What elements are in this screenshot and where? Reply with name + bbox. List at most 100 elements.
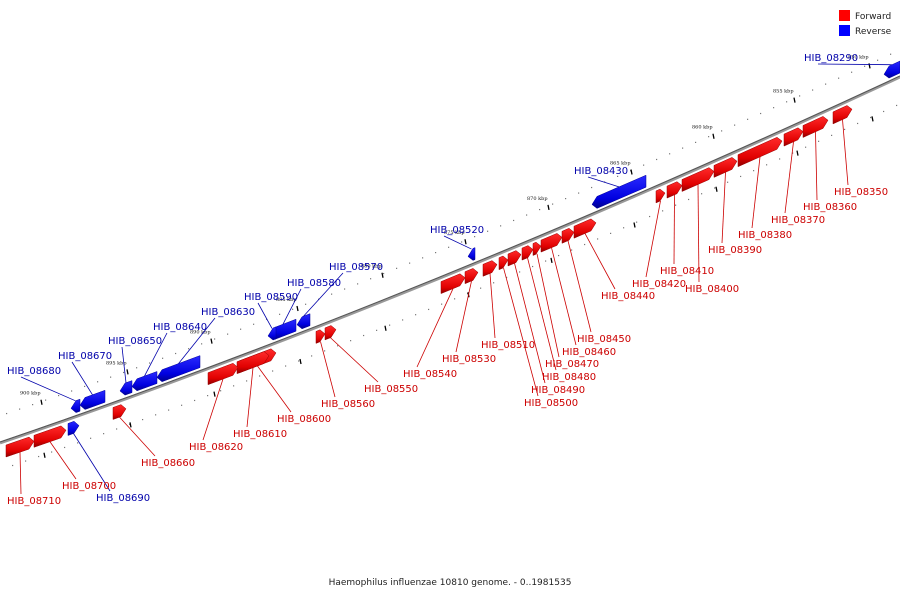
leader-line <box>119 416 156 457</box>
gene-label[interactable]: HIB_08550 <box>364 384 418 395</box>
gene-hib-08610[interactable] <box>236 351 270 375</box>
gene-label[interactable]: HIB_08480 <box>542 372 596 383</box>
track-dot <box>487 230 489 232</box>
gene-label[interactable]: HIB_08580 <box>287 278 341 289</box>
gene-hib-08660[interactable] <box>112 404 127 420</box>
track-dot <box>662 210 664 212</box>
gene-hib-08350[interactable] <box>832 105 853 125</box>
gene-label[interactable]: HIB_08570 <box>329 262 383 273</box>
leader-line <box>673 194 675 265</box>
gene-hib-08630[interactable] <box>156 355 201 382</box>
gene-label[interactable]: HIB_08530 <box>442 354 496 365</box>
gene-label[interactable]: HIB_08460 <box>562 347 616 358</box>
gene-hib-08400[interactable] <box>681 167 715 192</box>
gene-label[interactable]: HIB_08430 <box>574 166 628 177</box>
leader-line <box>19 452 22 495</box>
gene-hib-08430[interactable] <box>591 174 647 209</box>
gene-hib-08360[interactable] <box>802 116 829 138</box>
gene-labels: HIB_08290 HIB_08350 HIB_08360 HIB_08370 HIB_… <box>7 53 888 507</box>
tick-mark <box>464 239 467 245</box>
gene-hib-08290[interactable] <box>883 60 900 79</box>
gene-hib-08380[interactable] <box>737 137 783 168</box>
gene-hib-08700[interactable] <box>33 425 67 448</box>
gene-label[interactable]: HIB_08400 <box>685 284 739 295</box>
leader-line <box>416 288 454 368</box>
leader-line <box>567 240 592 333</box>
gene-hib-08520[interactable] <box>467 247 476 261</box>
gene-label[interactable]: HIB_08450 <box>577 334 631 345</box>
gene-hib-08530[interactable] <box>464 268 479 285</box>
tick-label: 850 kbp <box>848 54 869 60</box>
gene-label[interactable]: HIB_08560 <box>321 399 375 410</box>
track-dot <box>480 287 482 289</box>
gene-hib-08480[interactable] <box>521 245 534 261</box>
gene-label[interactable]: HIB_08440 <box>601 291 655 302</box>
gene-label[interactable]: HIB_08420 <box>632 279 686 290</box>
gene-label[interactable]: HIB_08380 <box>738 230 792 241</box>
track-dot <box>753 170 755 172</box>
gene-label[interactable]: HIB_08660 <box>141 458 195 469</box>
gene-label[interactable]: HIB_08390 <box>708 245 762 256</box>
gene-hib-08570[interactable] <box>296 313 311 330</box>
gene-hib-08620[interactable] <box>207 363 239 386</box>
gene-label[interactable]: HIB_08670 <box>58 351 112 362</box>
track-dot <box>519 271 521 273</box>
gene-label[interactable]: HIB_08630 <box>201 307 255 318</box>
gene-hib-08390[interactable] <box>713 157 738 178</box>
gene-hib-08370[interactable] <box>783 127 804 147</box>
track-dot <box>396 267 398 269</box>
gene-hib-08440[interactable] <box>573 218 597 239</box>
gene-label[interactable]: HIB_08290 <box>804 53 858 64</box>
gene-label[interactable]: HIB_08370 <box>771 215 825 226</box>
gene-hib-08470[interactable] <box>532 241 542 256</box>
gene-hib-08450[interactable] <box>561 228 575 244</box>
leader-line <box>202 378 224 441</box>
gene-hib-08640[interactable] <box>131 371 158 392</box>
gene-hib-08590[interactable] <box>267 326 277 341</box>
gene-hib-08420[interactable] <box>655 188 666 204</box>
gene-label[interactable]: HIB_08640 <box>153 322 207 333</box>
gene-label[interactable]: HIB_08610 <box>233 429 287 440</box>
gene-label[interactable]: HIB_08540 <box>403 369 457 380</box>
gene-label[interactable]: HIB_08710 <box>7 496 61 507</box>
gene-hib-08650[interactable] <box>119 380 133 396</box>
gene-hib-08510[interactable] <box>482 260 498 277</box>
gene-hib-08560[interactable] <box>315 329 326 344</box>
track-dot <box>584 243 586 246</box>
tick-mark <box>126 369 129 375</box>
gene-label[interactable]: HIB_08470 <box>545 359 599 370</box>
gene-hib-08680[interactable] <box>70 398 81 413</box>
gene-label[interactable]: HIB_08600 <box>277 414 331 425</box>
gene-label[interactable]: HIB_08690 <box>96 493 150 504</box>
gene-hib-08460[interactable] <box>540 233 563 253</box>
gene-hib-08410[interactable] <box>666 181 683 199</box>
gene-label[interactable]: HIB_08650 <box>108 336 162 347</box>
gene-label[interactable]: HIB_08490 <box>531 385 585 396</box>
track-dot <box>571 249 573 251</box>
gene-label[interactable]: HIB_08500 <box>524 398 578 409</box>
gene-hib-08540[interactable] <box>440 273 466 294</box>
gene-label[interactable]: HIB_08510 <box>481 340 535 351</box>
gene-label[interactable]: HIB_08590 <box>244 292 298 303</box>
gene-hib-08710[interactable] <box>5 436 35 458</box>
gene-hib-08500[interactable] <box>498 255 509 271</box>
gene-hib-08670[interactable] <box>79 389 106 410</box>
tick-mark <box>210 338 213 344</box>
track-dot <box>337 345 339 347</box>
gene-label[interactable]: HIB_08360 <box>803 202 857 213</box>
leader-line <box>784 141 794 214</box>
track-dot <box>227 333 229 335</box>
gene-label[interactable]: HIB_08350 <box>834 187 888 198</box>
track-dot <box>760 112 762 115</box>
gene-label[interactable]: HIB_08680 <box>7 366 61 377</box>
gene-label[interactable]: HIB_08410 <box>660 266 714 277</box>
gene-hib-08490[interactable] <box>507 250 522 267</box>
track-dot <box>578 192 580 194</box>
gene-hib-08550[interactable] <box>324 325 337 341</box>
track-dot <box>194 399 196 402</box>
gene-label[interactable]: HIB_08700 <box>62 481 116 492</box>
track-dot <box>474 236 476 238</box>
gene-hib-08690[interactable] <box>67 421 80 436</box>
gene-label[interactable]: HIB_08520 <box>430 225 484 236</box>
gene-label[interactable]: HIB_08620 <box>189 442 243 453</box>
